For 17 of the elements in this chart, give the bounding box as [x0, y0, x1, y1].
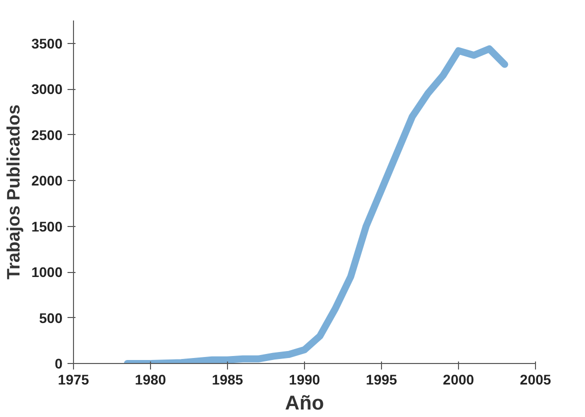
- x-tick-label: 1980: [134, 372, 166, 388]
- y-tick-label: 500: [39, 310, 63, 326]
- y-tick-label: 2500: [31, 126, 63, 143]
- y-tick-label: 0: [54, 356, 63, 372]
- y-tick-label: 3000: [31, 81, 63, 98]
- x-tick-label: 1990: [288, 372, 320, 388]
- x-tick-label: 2005: [520, 372, 552, 388]
- y-tick-label: 3500: [31, 35, 63, 52]
- x-tick-label: 2000: [442, 372, 474, 388]
- y-tick-label: 2000: [31, 172, 63, 189]
- x-tick-label: 1995: [366, 372, 398, 388]
- y-tick-label: 1000: [31, 264, 63, 280]
- x-tick-label: 1975: [58, 372, 90, 388]
- x-axis-title: Año: [285, 392, 324, 414]
- y-tick-label: 1500: [31, 218, 63, 234]
- x-tick-label: 1985: [212, 372, 244, 388]
- y-axis-title: Trabajos Publicados: [3, 104, 24, 280]
